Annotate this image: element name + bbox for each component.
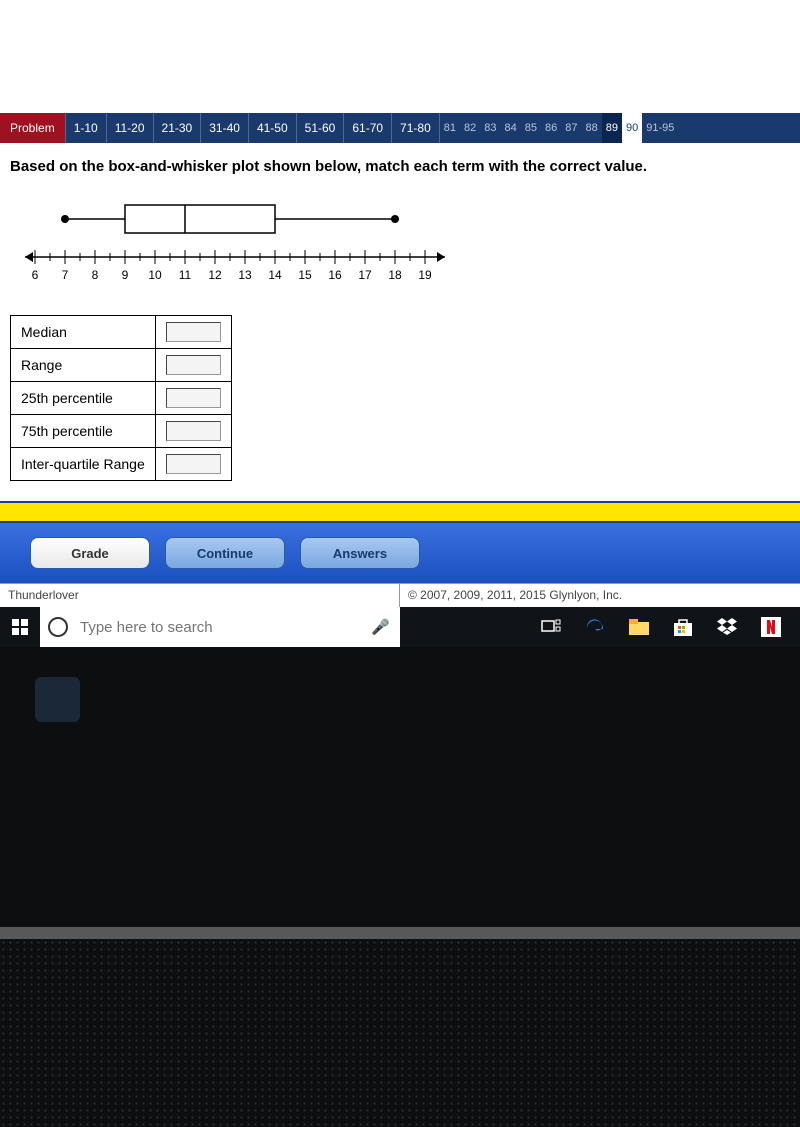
row-label: Inter-quartile Range: [11, 448, 156, 481]
table-row: Inter-quartile Range: [11, 448, 232, 481]
intel-badge: [35, 677, 80, 722]
nav-tab[interactable]: 51-60: [297, 113, 345, 143]
nav-mini-tab[interactable]: 81: [440, 113, 460, 143]
svg-text:13: 13: [238, 268, 252, 282]
row-label: 75th percentile: [11, 415, 156, 448]
taskbar-search[interactable]: 🎤: [40, 607, 400, 647]
header-whitespace: [0, 0, 800, 113]
svg-text:8: 8: [92, 268, 99, 282]
speaker-grille: [0, 927, 800, 1127]
answer-input[interactable]: [166, 388, 221, 408]
svg-text:7: 7: [62, 268, 69, 282]
status-user: Thunderlover: [0, 584, 400, 607]
nav-mini-tab[interactable]: 88: [582, 113, 602, 143]
svg-text:10: 10: [148, 268, 162, 282]
continue-button[interactable]: Continue: [165, 537, 285, 569]
nav-mini-tab[interactable]: 84: [501, 113, 521, 143]
answer-input[interactable]: [166, 355, 221, 375]
status-copyright: © 2007, 2009, 2011, 2015 Glynlyon, Inc.: [400, 584, 800, 607]
svg-text:17: 17: [358, 268, 372, 282]
row-label: 25th percentile: [11, 382, 156, 415]
yellow-separator: [0, 501, 800, 523]
table-row: 25th percentile: [11, 382, 232, 415]
nav-mini-tab[interactable]: 83: [480, 113, 500, 143]
dropbox-icon[interactable]: [716, 616, 738, 638]
table-row: Range: [11, 349, 232, 382]
svg-text:16: 16: [328, 268, 342, 282]
nav-mini-tab[interactable]: 85: [521, 113, 541, 143]
nav-mini-tab[interactable]: 90: [622, 113, 642, 143]
problem-navbar: Problem 1-1011-2021-3031-4041-5051-6061-…: [0, 113, 800, 143]
search-input[interactable]: [80, 619, 340, 636]
nav-tab[interactable]: 11-20: [107, 113, 154, 143]
windows-taskbar: 🎤: [0, 607, 800, 647]
status-bar: Thunderlover © 2007, 2009, 2011, 2015 Gl…: [0, 583, 800, 607]
nav-mini-tab[interactable]: 87: [561, 113, 581, 143]
svg-text:12: 12: [208, 268, 222, 282]
grade-button[interactable]: Grade: [30, 537, 150, 569]
nav-tab[interactable]: 31-40: [201, 113, 249, 143]
nav-tab[interactable]: 1-10: [66, 113, 107, 143]
nav-tab[interactable]: 41-50: [249, 113, 297, 143]
netflix-icon[interactable]: [760, 616, 782, 638]
answer-input[interactable]: [166, 454, 221, 474]
nav-mini-tab[interactable]: 89: [602, 113, 622, 143]
nav-mini-tab[interactable]: 86: [541, 113, 561, 143]
box-whisker-plot: 6 7 8 9 10 11 12 13 14 15 16 17 18 19: [20, 195, 790, 295]
explorer-icon[interactable]: [628, 616, 650, 638]
nav-mini-tab[interactable]: 82: [460, 113, 480, 143]
answer-input[interactable]: [166, 421, 221, 441]
svg-text:15: 15: [298, 268, 312, 282]
navbar-label: Problem: [0, 113, 66, 143]
below-screen: [0, 647, 800, 1127]
table-row: 75th percentile: [11, 415, 232, 448]
action-bar: Grade Continue Answers: [0, 523, 800, 583]
svg-text:6: 6: [32, 268, 39, 282]
question-text: Based on the box-and-whisker plot shown …: [10, 158, 790, 175]
nav-mini-tab[interactable]: 91-95: [642, 113, 678, 143]
answer-input[interactable]: [166, 322, 221, 342]
answers-button[interactable]: Answers: [300, 537, 420, 569]
taskview-icon[interactable]: [540, 616, 562, 638]
nav-tab[interactable]: 21-30: [154, 113, 202, 143]
content-area: Based on the box-and-whisker plot shown …: [0, 143, 800, 501]
svg-text:11: 11: [179, 268, 192, 282]
svg-text:18: 18: [388, 268, 402, 282]
nav-tab[interactable]: 61-70: [344, 113, 392, 143]
start-button[interactable]: [0, 607, 40, 647]
nav-tab[interactable]: 71-80: [392, 113, 440, 143]
svg-text:9: 9: [122, 268, 129, 282]
svg-text:19: 19: [418, 268, 432, 282]
taskbar-tray: [540, 616, 800, 638]
app-window: Problem 1-1011-2021-3031-4041-5051-6061-…: [0, 0, 800, 647]
row-label: Median: [11, 316, 156, 349]
mic-icon[interactable]: 🎤: [371, 618, 390, 636]
store-icon[interactable]: [672, 616, 694, 638]
row-label: Range: [11, 349, 156, 382]
table-row: Median: [11, 316, 232, 349]
edge-icon[interactable]: [584, 616, 606, 638]
cortana-icon: [48, 617, 68, 637]
svg-text:14: 14: [268, 268, 282, 282]
answer-table: MedianRange25th percentile75th percentil…: [10, 315, 232, 481]
